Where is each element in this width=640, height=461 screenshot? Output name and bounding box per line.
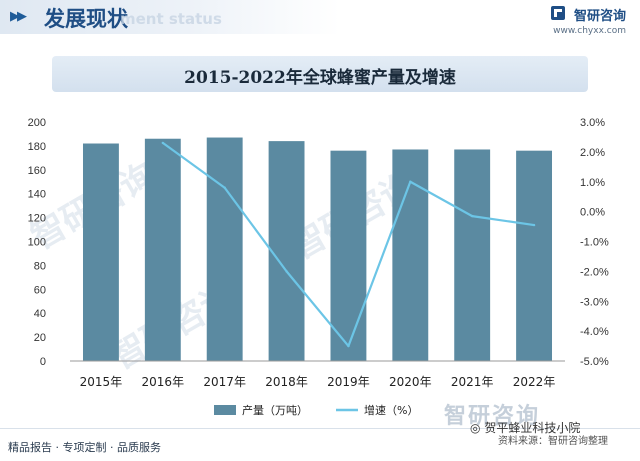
y-left-tick-label: 180 [28, 141, 46, 153]
line-point [347, 344, 350, 348]
y-right-tick-label: -2.0% [580, 266, 609, 278]
bar [330, 150, 367, 361]
y-left-tick-label: 120 [28, 213, 46, 225]
bar [206, 137, 243, 361]
y-right-tick-label: -5.0% [580, 356, 609, 368]
x-tick-label: 2022年 [513, 375, 556, 389]
wechat-icon: ◎ [470, 421, 481, 435]
page-header: ▶▶ 发展现状 ment status 智研咨询 www.chyxx.com [0, 0, 640, 38]
title-badge [0, 0, 340, 34]
legend-label-line: 增速（%） [364, 403, 418, 417]
y-left-tick-label: 200 [28, 117, 46, 129]
y-right-tick-label: -4.0% [580, 326, 609, 338]
source-note: 资料来源：智研咨询整理 [498, 436, 608, 447]
footer-watermark: 智研咨询 [444, 404, 541, 429]
social-account: ◎ 贺平蜂业科技小院 [470, 419, 580, 436]
y-left-tick-label: 80 [34, 260, 46, 272]
legend-swatch-bar [214, 405, 236, 415]
y-right-tick-label: -3.0% [580, 296, 609, 308]
brand-logo-icon [550, 5, 566, 25]
bar [454, 149, 491, 361]
y-right-tick-label: -1.0% [580, 237, 609, 249]
x-tick-label: 2017年 [203, 375, 246, 389]
line-point [409, 180, 412, 183]
line-point [223, 186, 226, 189]
brand: 智研咨询 www.chyxx.com [550, 4, 626, 36]
x-tick-label: 2019年 [327, 375, 370, 389]
bar [144, 138, 181, 361]
y-left-tick-label: 140 [28, 189, 46, 201]
line-series [161, 141, 536, 348]
ghost-subtitle: ment status [120, 10, 222, 28]
x-axis: 2015年 2016年 2017年 2018年 2019年 2020年 2021年 2022年 [70, 360, 565, 389]
brand-url: www.chyxx.com [553, 25, 626, 36]
bar [82, 143, 119, 361]
y-axis-left: 0 20 40 60 80 100 120 140 160 180 200 [28, 117, 46, 368]
bar [268, 141, 305, 361]
x-tick-label: 2016年 [142, 375, 185, 389]
x-tick-label: 2015年 [80, 375, 123, 389]
brand-name: 智研咨询 [573, 9, 626, 24]
footer-tagline: 精品报告 · 专项定制 · 品质服务 [8, 441, 161, 454]
bar [516, 150, 553, 361]
double-chevron-icon: ▶▶ [10, 9, 27, 24]
y-left-tick-label: 20 [34, 332, 46, 344]
y-right-tick-label: 2.0% [580, 147, 605, 159]
x-tick-label: 2021年 [451, 375, 494, 389]
line-point [470, 214, 474, 218]
x-tick-label: 2020年 [389, 375, 432, 389]
bar-series [82, 137, 553, 361]
y-right-tick-label: 3.0% [580, 117, 605, 129]
section-title: 发展现状 [44, 6, 128, 31]
y-right-tick-label: 0.0% [580, 207, 605, 219]
legend-label-bar: 产量（万吨） [242, 403, 308, 417]
y-left-tick-label: 160 [28, 165, 46, 177]
y-left-tick-label: 100 [28, 237, 46, 249]
footer: 精品报告 · 专项定制 · 品质服务 [0, 428, 640, 461]
social-account-name: 贺平蜂业科技小院 [484, 421, 581, 435]
line-point [285, 270, 288, 273]
chart-title: 2015-2022年全球蜂蜜产量及增速 [184, 68, 456, 88]
line-point [161, 141, 165, 145]
line-point [532, 223, 536, 227]
y-left-tick-label: 0 [40, 356, 46, 368]
y-axis-right: -5.0% -4.0% -3.0% -2.0% -1.0% 0.0% 1.0% 2.0% 3.0… [580, 117, 609, 368]
y-left-tick-label: 60 [34, 284, 46, 296]
y-left-tick-label: 40 [34, 308, 46, 320]
x-tick-label: 2018年 [265, 375, 308, 389]
legend: 产量（万吨） 增速（%） [214, 403, 418, 417]
y-right-tick-label: 1.0% [580, 177, 605, 189]
chart-title-bar: 2015-2022年全球蜂蜜产量及增速 [52, 56, 588, 92]
